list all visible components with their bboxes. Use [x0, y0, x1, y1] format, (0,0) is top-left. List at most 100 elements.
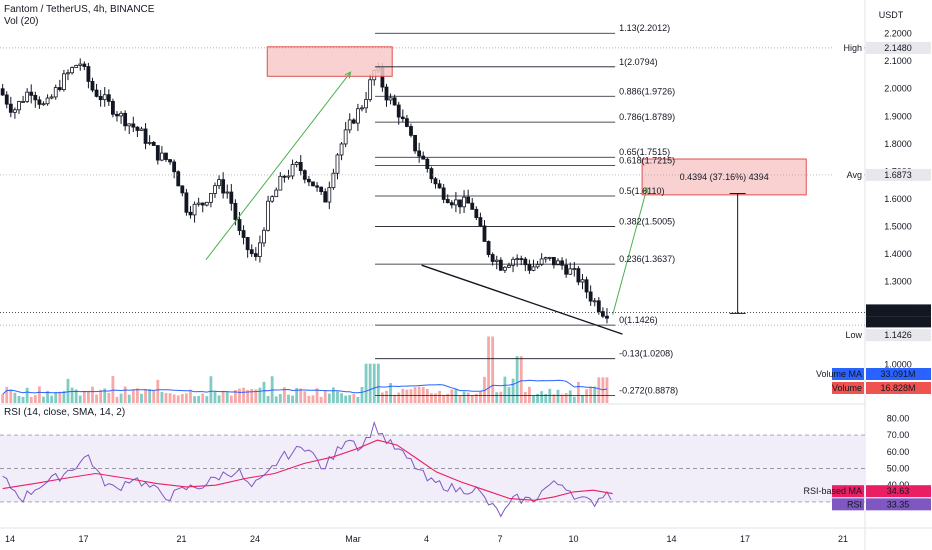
volume-bar [66, 378, 70, 403]
volume-bar [209, 376, 213, 403]
axis-currency: USDT [879, 10, 904, 20]
candle-body-up [290, 164, 295, 177]
candle [470, 198, 475, 210]
volume-bar [213, 391, 217, 403]
countdown-value: 32:48 [887, 316, 910, 326]
candle [17, 100, 21, 114]
high-tag-label-bg [832, 41, 864, 54]
volume-bar [172, 394, 176, 403]
candle-body-up [535, 264, 540, 268]
volume-bar [221, 391, 225, 403]
candle [601, 307, 605, 319]
candle-body-down [94, 89, 99, 97]
volume-bar [544, 393, 548, 403]
volume-indicator-label[interactable]: Vol (20) [4, 16, 39, 27]
candle [78, 58, 83, 71]
candle [335, 153, 340, 180]
volume-bar [479, 391, 482, 403]
volume-bar [180, 394, 184, 403]
volume-ma-tag-label-bg [832, 368, 864, 380]
candle [102, 87, 107, 107]
rsi-tick-label: 60.00 [887, 447, 910, 457]
candle [519, 255, 524, 266]
volume-tag-value: 16.828M [880, 383, 915, 393]
candle-body-up [119, 112, 123, 117]
candle [98, 90, 103, 107]
volume-bar [291, 395, 294, 403]
candle [151, 140, 156, 146]
volume-bar [250, 389, 254, 403]
candle [290, 159, 295, 180]
candle [229, 184, 234, 211]
low-tag-value: 1.1426 [884, 330, 912, 340]
candle-body-up [515, 258, 520, 261]
candle-body-up [507, 264, 511, 268]
candle [355, 103, 360, 132]
volume-bar [519, 356, 523, 403]
candle [494, 255, 499, 270]
candle-body-down [384, 86, 389, 101]
rsi-indicator-label[interactable]: RSI (14, close, SMA, 14, 2) [4, 407, 126, 418]
candle [449, 200, 454, 209]
volume-bar [327, 393, 331, 403]
candle-body-down [98, 95, 103, 101]
fib-level-label: 0.618(1.7215) [619, 156, 675, 166]
candle-body-down [400, 116, 405, 120]
candle-body-up [580, 279, 585, 283]
candle [217, 175, 221, 190]
volume-bar [454, 389, 458, 403]
volume-bar [528, 386, 531, 403]
countdown-tag: 32:48 [866, 316, 931, 328]
candle-body-up [360, 107, 364, 110]
candle-body-up [556, 260, 560, 266]
candle-body-down [425, 158, 430, 169]
volume-bar [119, 393, 123, 403]
candle [592, 297, 597, 307]
candle-body-up [66, 72, 70, 75]
candle [12, 107, 17, 119]
volume-bar [9, 389, 13, 403]
volume-bar [74, 389, 78, 403]
volume-bar [568, 390, 572, 403]
volume-bar [503, 376, 507, 403]
candle-body-up [45, 97, 50, 105]
candle-body-up [494, 259, 499, 262]
low-tag-label-bg [832, 329, 864, 342]
volume-bar [462, 391, 466, 403]
candle-body-down [8, 103, 13, 113]
price-tick-label: 1.9000 [884, 111, 912, 121]
volume-bar [572, 396, 576, 403]
volume-tag-label-bg [832, 382, 864, 394]
candle [400, 109, 405, 123]
rsi-tag: RSI 33.35 [832, 498, 931, 511]
candle [45, 94, 50, 106]
candle [364, 91, 368, 113]
candle-body-up [572, 268, 577, 270]
volume-bar [82, 391, 86, 403]
candle-body-up [159, 152, 164, 161]
volume-bar [495, 392, 499, 403]
candle-body-up [208, 193, 213, 203]
volume-bar [315, 388, 319, 403]
candle [437, 179, 442, 189]
volume-bar [217, 395, 221, 403]
volume-bar [515, 356, 519, 403]
rsi-tag-label: RSI [847, 499, 862, 509]
candle-body-down [90, 81, 95, 91]
rsi-pane [0, 420, 865, 518]
candle-body-down [306, 178, 311, 183]
candle-body-down [560, 260, 564, 266]
candle [213, 182, 217, 198]
candle [274, 187, 279, 198]
candle-body-down [601, 311, 605, 317]
avg-tag-label-bg [832, 168, 864, 181]
rsi-line [2, 420, 612, 518]
volume-bar [46, 390, 49, 403]
candle [343, 122, 348, 148]
candle [605, 308, 609, 324]
candle [306, 176, 311, 187]
fib-level: 0.786(1.8789) [375, 112, 675, 123]
candle [249, 244, 254, 257]
candle-body-down [245, 237, 250, 251]
